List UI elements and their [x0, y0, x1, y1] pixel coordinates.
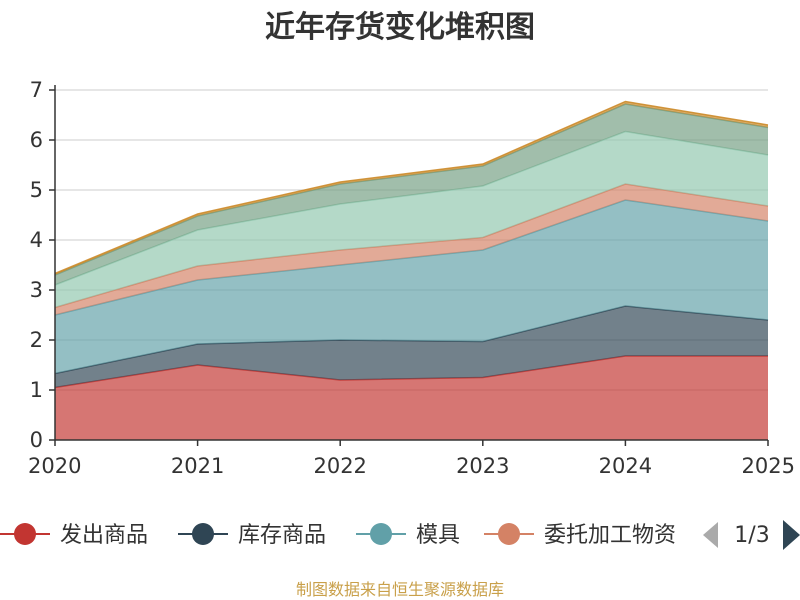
- y-tick-label: 1: [30, 378, 43, 402]
- legend-item-3[interactable]: 委托加工物资: [484, 523, 676, 548]
- source-note: 制图数据来自恒生聚源数据库: [296, 580, 504, 599]
- legend-item-0[interactable]: 发出商品: [0, 523, 148, 548]
- area-series-4: [55, 131, 768, 308]
- x-tick-label: 2021: [171, 454, 224, 478]
- x-tick-label: 2025: [742, 454, 795, 478]
- area-series-1: [55, 306, 768, 388]
- legend-prev-button[interactable]: [703, 522, 718, 548]
- legend-next-button[interactable]: [783, 520, 800, 550]
- legend-label: 库存商品: [238, 523, 326, 548]
- area-series-3: [55, 184, 768, 315]
- series-line-6: [54, 100, 769, 275]
- legend-label: 委托加工物资: [544, 523, 676, 548]
- y-tick-label: 3: [30, 278, 43, 302]
- plot-area: [54, 100, 769, 440]
- y-tick-label: 5: [30, 178, 43, 202]
- legend-swatch: [192, 523, 214, 545]
- x-tick-label: 2023: [456, 454, 509, 478]
- legend-label: 发出商品: [60, 523, 148, 548]
- y-tick-label: 0: [30, 428, 43, 452]
- legend-page-indicator: 1/3: [734, 523, 769, 548]
- legend-swatch: [498, 523, 520, 545]
- legend-item-2[interactable]: 模具: [356, 523, 460, 548]
- legend-swatch: [370, 523, 392, 545]
- y-tick-label: 4: [30, 228, 43, 252]
- area-series-0: [55, 356, 768, 440]
- legend-swatch: [14, 523, 36, 545]
- chart-title: 近年存货变化堆积图: [265, 10, 535, 45]
- axes: 0 1 2 3 4 5 6 7 2020 2021 2022 2023 2024 2025: [28, 78, 795, 478]
- x-tick-label: 2022: [313, 454, 366, 478]
- area-series-2: [55, 200, 768, 374]
- y-tick-label: 6: [30, 128, 43, 152]
- x-tick-label: 2024: [599, 454, 652, 478]
- y-tick-label: 7: [30, 78, 43, 102]
- y-tick-label: 2: [30, 328, 43, 352]
- legend-label: 模具: [416, 523, 460, 548]
- legend-item-1[interactable]: 库存商品: [178, 523, 326, 548]
- legend: 发出商品 库存商品 模具 委托加工物资 1/3: [0, 520, 800, 550]
- x-tick-label: 2020: [28, 454, 81, 478]
- area-series-5: [55, 104, 768, 285]
